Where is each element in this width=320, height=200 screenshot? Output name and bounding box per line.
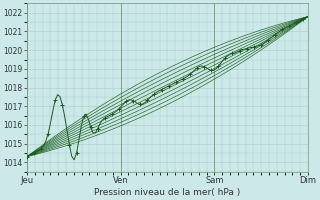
X-axis label: Pression niveau de la mer( hPa ): Pression niveau de la mer( hPa ) xyxy=(94,188,241,197)
